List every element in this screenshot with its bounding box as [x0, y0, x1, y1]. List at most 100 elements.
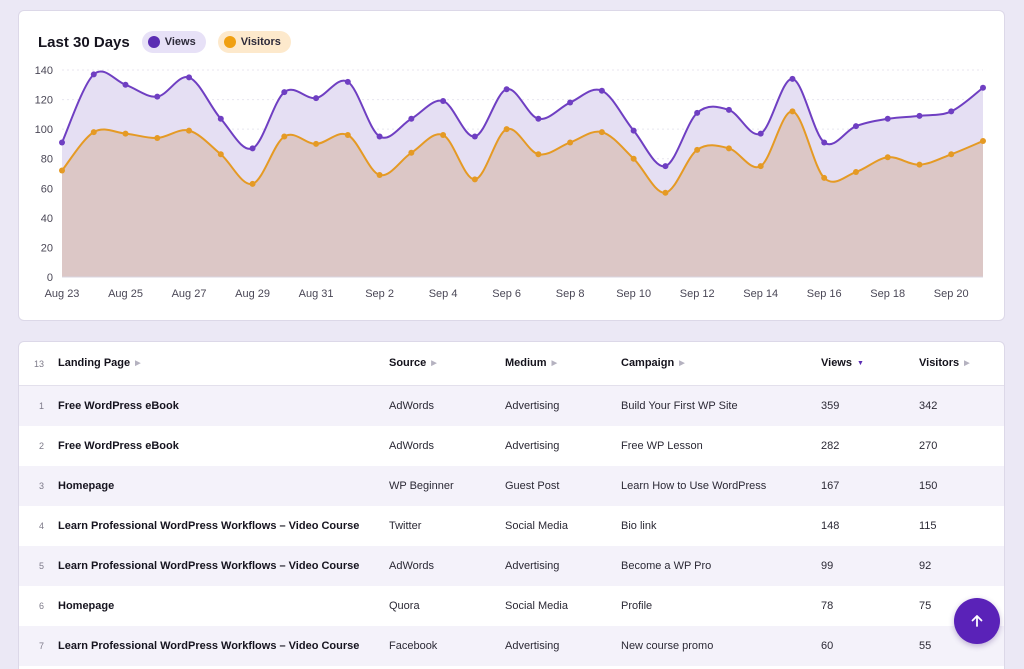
- column-label: Source: [389, 357, 427, 369]
- chart-header: Last 30 Days Views Visitors: [38, 31, 303, 53]
- data-point-views: [948, 108, 955, 115]
- data-point-views: [598, 87, 605, 94]
- landing-page-link[interactable]: Learn Professional WordPress Workflows –…: [58, 520, 360, 532]
- y-tick-label: 20: [41, 242, 53, 254]
- scroll-to-top-button[interactable]: [954, 598, 1000, 644]
- x-tick-label: Sep 14: [743, 288, 778, 300]
- data-point-views: [281, 89, 288, 96]
- campaign-cell: Bio link: [621, 520, 657, 532]
- table-row[interactable]: 5 Learn Professional WordPress Workflows…: [19, 546, 1004, 586]
- table-row[interactable]: 6 Homepage Quora Social Media Profile 78…: [19, 586, 1004, 626]
- data-point-visitors: [884, 154, 891, 161]
- data-point-visitors: [408, 149, 415, 156]
- data-point-visitors: [694, 146, 701, 153]
- table-row[interactable]: 3 Homepage WP Beginner Guest Post Learn …: [19, 466, 1004, 506]
- column-header-medium[interactable]: Medium ▶: [505, 357, 557, 369]
- campaign-cell: Become a WP Pro: [621, 560, 712, 572]
- data-point-views: [217, 115, 224, 122]
- column-header-campaign[interactable]: Campaign ▶: [621, 357, 685, 369]
- source-cell: AdWords: [389, 440, 435, 452]
- data-point-visitors: [154, 135, 161, 142]
- data-point-views: [852, 123, 859, 130]
- data-point-visitors: [90, 129, 97, 136]
- y-tick-label: 120: [35, 95, 53, 107]
- x-tick-label: Sep 4: [429, 288, 458, 300]
- visitors-cell: 115: [919, 520, 937, 532]
- data-point-views: [694, 109, 701, 116]
- visitors-cell: 75: [919, 600, 932, 612]
- data-point-views: [344, 78, 351, 85]
- visitors-dot-icon: [223, 36, 236, 48]
- source-cell: AdWords: [389, 400, 435, 412]
- source-cell: AdWords: [389, 560, 435, 572]
- legend-views-toggle[interactable]: Views: [141, 31, 206, 53]
- campaign-cell: New course promo: [621, 640, 714, 652]
- landing-page-link[interactable]: Learn Professional WordPress Workflows –…: [58, 640, 360, 652]
- table-row[interactable]: 1 Free WordPress eBook AdWords Advertisi…: [19, 386, 1004, 426]
- sort-arrow-icon: ▶: [431, 360, 437, 367]
- sort-arrow-icon: ▶: [135, 360, 141, 367]
- medium-cell: Guest Post: [505, 480, 560, 492]
- data-point-visitors: [313, 140, 320, 147]
- data-point-visitors: [376, 171, 383, 178]
- chart-card: 0 20 40 60 80 100 120 140 Aug 23 Aug 25 Aug 27 Aug …: [18, 10, 1005, 321]
- column-header-source[interactable]: Source ▶: [389, 357, 437, 369]
- data-point-visitors: [662, 189, 669, 196]
- medium-cell: Advertising: [505, 560, 560, 572]
- source-cell: Quora: [389, 600, 420, 612]
- legend-visitors-label: Visitors: [240, 36, 281, 48]
- campaign-cell: Learn How to Use WordPress: [621, 480, 767, 492]
- y-tick-label: 100: [35, 124, 53, 136]
- landing-page-link[interactable]: Homepage: [58, 480, 115, 492]
- column-label: Landing Page: [58, 357, 131, 369]
- arrow-up-icon: [971, 615, 983, 627]
- data-point-visitors: [980, 137, 986, 144]
- data-point-visitors: [789, 108, 796, 115]
- column-label: Visitors: [919, 357, 960, 369]
- column-label: Medium: [505, 357, 547, 369]
- column-header-views[interactable]: Views ▼: [821, 357, 864, 369]
- column-label: Campaign: [621, 357, 675, 369]
- landing-page-link[interactable]: Free WordPress eBook: [58, 400, 179, 412]
- data-point-visitors: [916, 161, 923, 168]
- data-point-visitors: [630, 155, 637, 162]
- x-tick-label: Sep 16: [807, 288, 842, 300]
- data-point-visitors: [757, 163, 764, 170]
- table-row[interactable]: 4 Learn Professional WordPress Workflows…: [19, 506, 1004, 546]
- data-point-views: [59, 139, 65, 146]
- data-point-views: [821, 139, 828, 146]
- table-row[interactable]: 7 Learn Professional WordPress Workflows…: [19, 626, 1004, 666]
- data-point-visitors: [249, 180, 256, 187]
- data-point-views: [440, 98, 447, 105]
- campaign-cell: Profile: [621, 600, 653, 612]
- landing-page-link[interactable]: Learn Professional WordPress Workflows –…: [58, 560, 360, 572]
- column-header-landing-page[interactable]: Landing Page ▶: [58, 357, 141, 369]
- visitors-cell: 92: [919, 560, 932, 572]
- views-cell: 99: [821, 560, 834, 572]
- column-header-visitors[interactable]: Visitors ▶: [919, 357, 970, 369]
- table-row[interactable]: 2 Free WordPress eBook AdWords Advertisi…: [19, 426, 1004, 466]
- data-point-views: [376, 133, 383, 140]
- data-point-views: [789, 75, 796, 82]
- data-point-visitors: [440, 132, 447, 139]
- data-point-visitors: [59, 167, 65, 174]
- data-point-views: [980, 84, 986, 91]
- x-tick-label: Sep 10: [616, 288, 651, 300]
- x-tick-label: Aug 31: [299, 288, 334, 300]
- data-point-views: [916, 112, 923, 119]
- legend-visitors-toggle[interactable]: Visitors: [217, 31, 291, 53]
- row-index: 6: [39, 601, 45, 611]
- row-index: 5: [39, 561, 45, 571]
- data-point-views: [313, 95, 320, 102]
- data-point-visitors: [217, 151, 224, 158]
- landing-page-link[interactable]: Free WordPress eBook: [58, 440, 179, 452]
- data-point-views: [630, 127, 637, 134]
- data-point-visitors: [948, 151, 955, 158]
- views-dot-icon: [147, 36, 160, 48]
- y-tick-label: 140: [35, 65, 53, 77]
- x-tick-label: Aug 25: [108, 288, 143, 300]
- landing-page-link[interactable]: Homepage: [58, 600, 115, 612]
- row-index: 7: [39, 641, 45, 651]
- visitors-cell: 270: [919, 440, 938, 452]
- source-cell: Facebook: [389, 640, 438, 652]
